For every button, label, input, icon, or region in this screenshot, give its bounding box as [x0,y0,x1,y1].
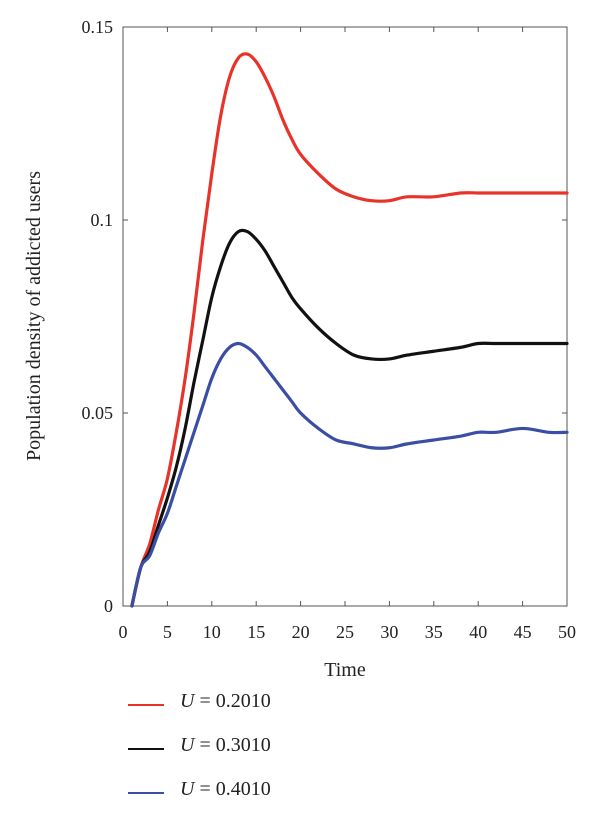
series-line-2 [130,228,569,608]
x-tick-label: 30 [380,622,398,642]
legend-label: U = 0.4010 [180,778,271,801]
legend-item-1: U = 0.2010 [128,688,428,732]
x-tick-label: 25 [336,622,354,642]
legend-value: = 0.3010 [194,734,271,756]
legend-value: = 0.2010 [194,690,271,712]
x-tick-label: 0 [119,622,128,642]
legend-swatch [128,792,164,794]
x-tick-label: 35 [425,622,443,642]
legend-variable: U [180,690,195,712]
axis-ticks: 0 5 10 15 20 25 30 35 40 45 50 0 0.05 0.1 0.15 [82,17,577,642]
plot-frame [122,26,568,607]
legend-swatch [128,704,164,706]
legend: U = 0.2010 U = 0.3010 U = 0.4010 [128,688,428,820]
x-tick-label: 5 [163,622,172,642]
x-tick-label: 15 [247,622,265,642]
legend-item-3: U = 0.4010 [128,776,428,820]
series-line-3 [130,341,569,608]
x-tick-label: 20 [292,622,310,642]
x-tick-label: 50 [558,622,576,642]
x-axis-title: Time [324,659,366,681]
legend-value: = 0.4010 [194,778,271,800]
x-tick-label: 40 [469,622,487,642]
y-axis-title: Population density of addicted users [23,171,45,461]
y-tick-label: 0.05 [82,403,114,423]
legend-item-2: U = 0.3010 [128,732,428,776]
legend-label: U = 0.3010 [180,734,271,757]
series-layer [130,52,569,608]
y-tick-label: 0.15 [82,17,114,37]
legend-variable: U [180,778,195,800]
legend-label: U = 0.2010 [180,690,271,713]
x-tick-label: 45 [514,622,532,642]
y-tick-label: 0 [104,596,113,616]
legend-swatch [128,748,164,750]
series-line-1 [130,52,569,608]
legend-variable: U [180,734,195,756]
y-tick-label: 0.1 [91,210,114,230]
x-tick-label: 10 [203,622,221,642]
